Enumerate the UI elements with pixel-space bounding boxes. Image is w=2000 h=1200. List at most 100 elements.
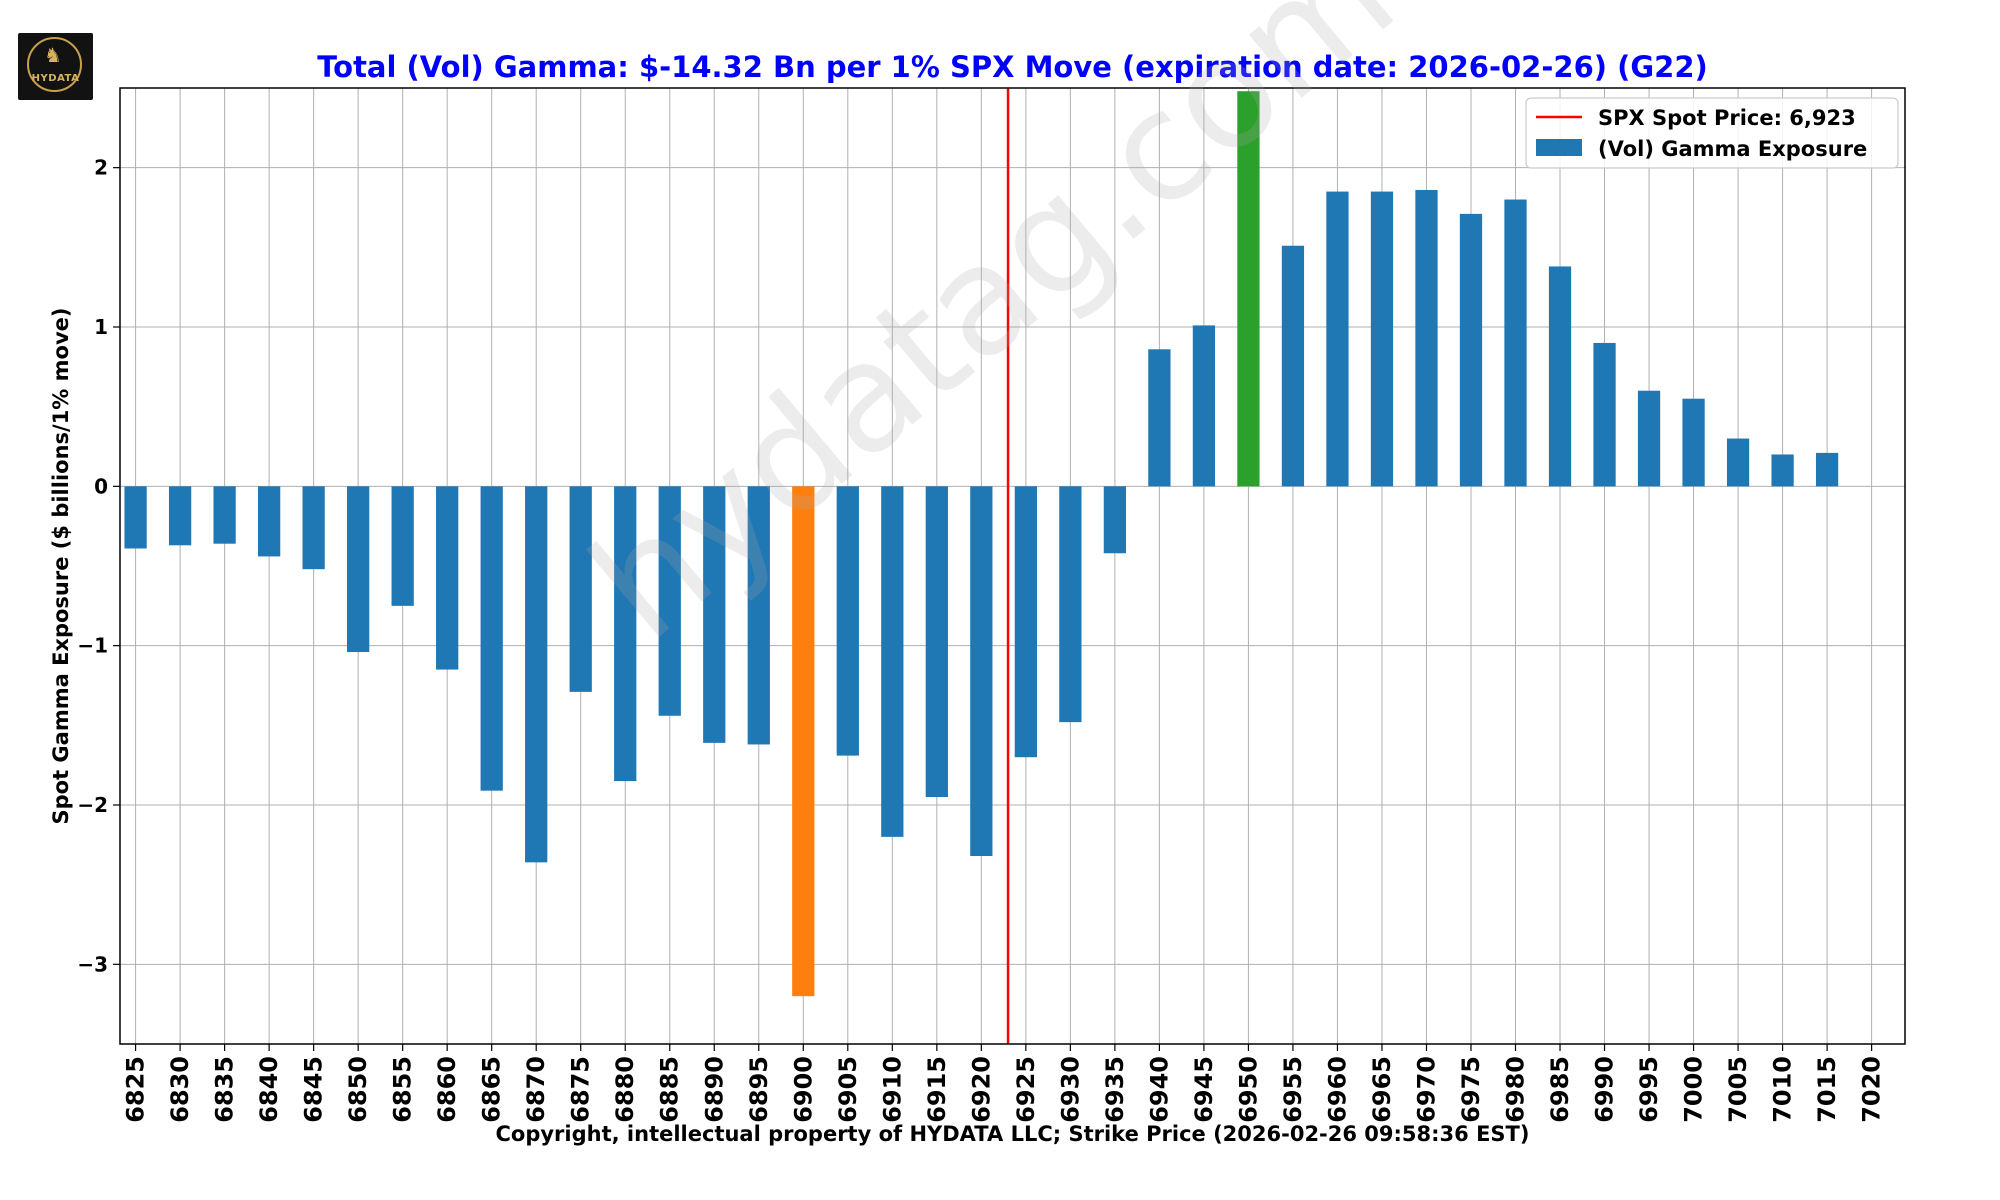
bar-6950: [1237, 91, 1260, 487]
x-tick-label: 7020: [1858, 1056, 1886, 1123]
x-tick-label: 6840: [255, 1056, 283, 1123]
bar-7005: [1726, 438, 1750, 487]
bar-6880: [614, 486, 637, 782]
x-tick-label: 6825: [122, 1056, 150, 1123]
x-tick-label: 6995: [1635, 1056, 1663, 1123]
hydata-logo: ♞ HYDATA: [18, 33, 93, 100]
y-tick-label: 0: [94, 474, 108, 498]
bar-6895: [747, 486, 770, 745]
bar-7015: [1815, 452, 1839, 487]
bar-6825: [124, 486, 147, 549]
logo-text: HYDATA: [31, 73, 80, 84]
x-tick-label: 6950: [1234, 1056, 1262, 1123]
x-tick-label: 6855: [389, 1056, 417, 1123]
x-tick-label: 6880: [611, 1056, 639, 1123]
bar-6925: [1014, 486, 1037, 758]
bar-6840: [257, 486, 281, 557]
x-tick-label: 7005: [1724, 1056, 1752, 1123]
labels-layer: 6825 6830 6835 6840 6845 6850 6855 6860 6865 6870…: [49, 50, 1886, 1146]
x-tick-label: 6920: [967, 1056, 995, 1123]
x-tick-label: 6930: [1056, 1056, 1084, 1123]
x-tick-label: 6960: [1323, 1056, 1351, 1123]
bar-6860: [436, 486, 459, 670]
x-tick-label: 6900: [789, 1056, 817, 1123]
x-tick-label: 6830: [166, 1056, 194, 1123]
x-axis-label: Copyright, intellectual property of HYDA…: [496, 1122, 1530, 1146]
bars-layer: [124, 88, 1839, 1044]
bar-7000: [1682, 398, 1705, 487]
x-tick-label: 6985: [1546, 1056, 1574, 1123]
y-axis-label: Spot Gamma Exposure ($ billions/1% move): [49, 308, 73, 825]
bar-6960: [1326, 191, 1349, 487]
x-tick-label: 7000: [1680, 1056, 1708, 1123]
legend-label-gamma: (Vol) Gamma Exposure: [1598, 137, 1867, 161]
bar-6900: [792, 486, 815, 997]
x-tick-label: 6895: [745, 1056, 773, 1123]
bar-6870: [525, 486, 548, 863]
y-tick-label: 1: [94, 315, 108, 339]
bar-6830: [168, 486, 192, 546]
axes-layer: [113, 87, 1906, 1051]
x-tick-label: 7015: [1813, 1056, 1841, 1123]
bar-6865: [480, 486, 503, 791]
bar-6940: [1148, 349, 1171, 487]
x-tick-label: 6865: [478, 1056, 506, 1123]
bar-6945: [1192, 325, 1216, 487]
bar-6850: [347, 486, 370, 653]
x-tick-label: 6925: [1012, 1056, 1040, 1123]
bar-6980: [1504, 199, 1527, 487]
y-tick-label: −3: [77, 952, 108, 976]
bar-6905: [836, 486, 859, 756]
x-tick-label: 6860: [433, 1056, 461, 1123]
bar-6845: [302, 486, 325, 570]
bar-6910: [881, 486, 904, 837]
x-tick-label: 6870: [522, 1056, 550, 1123]
bar-6985: [1548, 266, 1572, 487]
bar-6890: [703, 486, 726, 743]
x-tick-label: 6945: [1190, 1056, 1218, 1123]
chart-title: Total (Vol) Gamma: $-14.32 Bn per 1% SPX…: [317, 50, 1708, 84]
y-tick-label: −1: [77, 634, 108, 658]
x-tick-label: 6980: [1502, 1056, 1530, 1123]
bar-6955: [1281, 245, 1305, 487]
x-tick-label: 6970: [1412, 1056, 1440, 1123]
bar-6990: [1593, 342, 1616, 487]
y-tick-label: 2: [94, 156, 108, 180]
logo-ring: [27, 37, 82, 92]
bar-6875: [569, 486, 592, 692]
plot-frame: [119, 87, 1906, 1045]
x-tick-label: 6845: [300, 1056, 328, 1123]
grid-layer: [120, 88, 1905, 1044]
x-tick-label: 7010: [1769, 1056, 1797, 1123]
bar-6975: [1459, 213, 1483, 487]
bar-6970: [1415, 189, 1438, 487]
x-tick-label: 6875: [567, 1056, 595, 1123]
x-tick-label: 6935: [1101, 1056, 1129, 1123]
bar-6930: [1059, 486, 1082, 723]
legend: SPX Spot Price: 6,923 (Vol) Gamma Exposur…: [1525, 97, 1899, 169]
bar-6995: [1637, 390, 1661, 487]
x-tick-label: 6905: [834, 1056, 862, 1123]
bull-icon: ♞: [44, 43, 62, 67]
x-tick-label: 6955: [1279, 1056, 1307, 1123]
legend-label-spot: SPX Spot Price: 6,923: [1598, 106, 1856, 130]
x-tick-label: 6940: [1145, 1056, 1173, 1123]
bar-6885: [658, 486, 681, 716]
x-tick-label: 6915: [923, 1056, 951, 1123]
x-tick-label: 6990: [1591, 1056, 1619, 1123]
x-tick-label: 6965: [1368, 1056, 1396, 1123]
legend-bar-swatch: [1536, 139, 1582, 156]
x-tick-label: 6910: [878, 1056, 906, 1123]
bar-6835: [213, 486, 236, 544]
bar-7010: [1771, 454, 1794, 487]
bar-6935: [1103, 486, 1127, 554]
x-tick-label: 6850: [344, 1056, 372, 1123]
y-tick-label: −2: [77, 793, 108, 817]
bar-6965: [1370, 191, 1394, 487]
x-tick-label: 6975: [1457, 1056, 1485, 1123]
x-tick-label: 6835: [211, 1056, 239, 1123]
legend-box: [1525, 97, 1899, 169]
bar-6920: [970, 486, 993, 856]
x-tick-label: 6890: [700, 1056, 728, 1123]
